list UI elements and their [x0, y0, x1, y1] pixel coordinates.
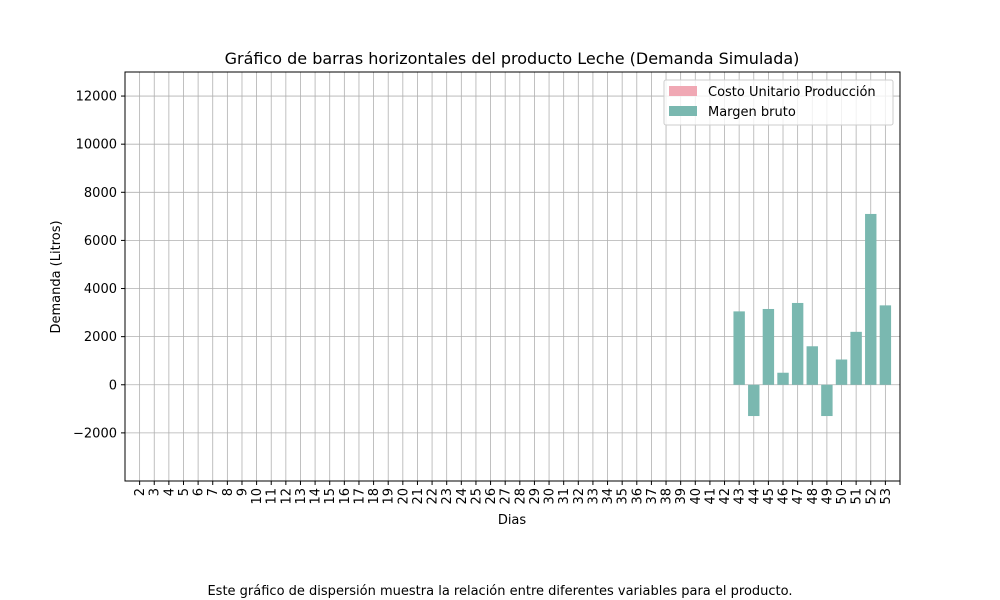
bar-margen: [791, 302, 804, 385]
x-tick-label: 46: [777, 488, 792, 505]
x-tick-label: 27: [499, 488, 514, 505]
x-tick-label: 45: [762, 488, 777, 505]
bar-margen: [733, 311, 745, 385]
bar-margen: [879, 305, 892, 385]
legend: Costo Unitario Producción Margen bruto: [663, 79, 894, 126]
x-tick-label: 9: [235, 488, 250, 496]
x-tick-label: 30: [543, 488, 558, 505]
y-tick-label: 8000: [84, 186, 117, 201]
x-tick-label: 43: [733, 488, 748, 505]
legend-box: [663, 79, 894, 126]
x-tick-label: 29: [528, 488, 543, 505]
x-tick-label: 41: [703, 488, 718, 505]
x-tick-label: 17: [352, 488, 367, 505]
x-tick-label: 50: [835, 488, 850, 505]
bar-margen: [835, 359, 848, 385]
bar-margen: [777, 372, 789, 385]
bar-margen: [821, 384, 833, 417]
x-tick-label: 15: [323, 488, 338, 505]
x-tick-label: 42: [718, 488, 733, 505]
bar-margen: [762, 308, 775, 385]
y-tick-label: 6000: [84, 234, 117, 249]
bar-margen: [806, 346, 818, 385]
y-tick-label: 0: [109, 378, 117, 393]
x-tick-label: 16: [338, 488, 353, 505]
bar-margen: [748, 384, 760, 417]
x-tick-label: 10: [250, 488, 265, 505]
x-tick-label: 35: [616, 488, 631, 505]
x-tick-label: 2: [133, 488, 148, 496]
x-tick-label: 25: [469, 488, 484, 505]
chart-title: Gráfico de barras horizontales del produ…: [225, 49, 800, 68]
x-tick-label: 38: [660, 488, 675, 505]
bars: [733, 213, 892, 417]
x-tick-label: 18: [367, 488, 382, 505]
x-tick-label: 39: [674, 488, 689, 505]
x-tick-label: 33: [586, 488, 601, 505]
x-tick-label: 26: [484, 488, 499, 505]
x-tick-label: 6: [192, 488, 207, 496]
y-tick-label: 12000: [76, 90, 117, 105]
y-axis-label: Demanda (Litros): [49, 220, 64, 333]
grid: [125, 72, 901, 481]
x-tick-label: 32: [572, 488, 587, 505]
x-tick-label: 5: [177, 488, 192, 496]
x-tick-label: 37: [645, 488, 660, 505]
legend-label-cost: Costo Unitario Producción: [708, 85, 876, 100]
x-tick-label: 21: [411, 488, 426, 505]
x-tick-label: 4: [162, 488, 177, 496]
y-tick-label: 4000: [84, 282, 117, 297]
x-tick-label: 47: [791, 488, 806, 505]
x-tick-label: 14: [309, 488, 324, 505]
x-tick-label: 7: [206, 488, 221, 496]
x-tick-label: 49: [820, 488, 835, 505]
x-tick-label: 31: [557, 488, 572, 505]
legend-swatch-cost: [669, 86, 697, 96]
legend-swatch-margin: [669, 106, 697, 116]
x-tick-label: 44: [747, 488, 762, 505]
x-tick-label: 40: [689, 488, 704, 505]
x-tick-label: 20: [396, 488, 411, 505]
x-tick-label: 34: [601, 488, 616, 505]
x-tick-label: 53: [879, 488, 894, 505]
x-tick-label: 28: [513, 488, 528, 505]
x-tick-label: 19: [382, 488, 397, 505]
x-tick-label: 51: [850, 488, 865, 505]
y-tick-label: 10000: [76, 138, 117, 153]
x-tick-label: 3: [148, 488, 163, 496]
x-axis-label: Dias: [498, 513, 527, 528]
x-tick-label: 36: [630, 488, 645, 505]
chart-caption: Este gráfico de dispersión muestra la re…: [207, 584, 793, 599]
y-tick-label: 2000: [84, 330, 117, 345]
bar-margen: [850, 331, 862, 385]
plot-frame: [124, 71, 901, 482]
x-tick-label: 52: [864, 488, 879, 505]
x-tick-label: 23: [440, 488, 455, 505]
x-tick-label: 48: [806, 488, 821, 505]
x-tick-label: 12: [279, 488, 294, 505]
x-tick-label: 22: [426, 488, 441, 505]
legend-label-margin: Margen bruto: [708, 105, 796, 120]
bar-margen: [865, 213, 877, 385]
x-tick-label: 8: [221, 488, 236, 496]
y-tick-label: −2000: [73, 426, 117, 441]
x-tick-label: 24: [455, 488, 470, 505]
x-tick-label: 13: [294, 488, 309, 505]
x-tick-label: 11: [265, 488, 280, 505]
